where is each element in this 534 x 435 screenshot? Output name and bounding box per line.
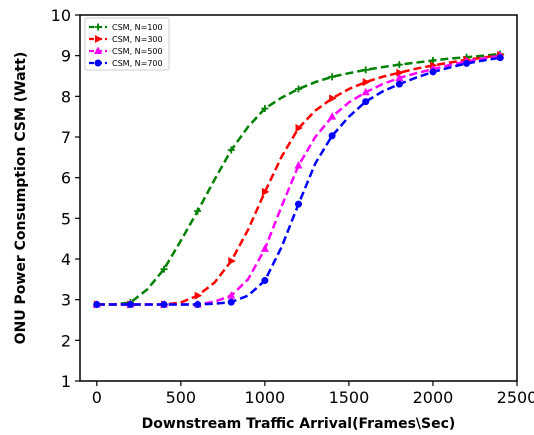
data-point xyxy=(429,68,437,76)
data-point xyxy=(194,207,202,215)
y-axis-label: ONU Power Consumption CSM (Watt) xyxy=(13,52,29,345)
x-tick-label: 500 xyxy=(166,388,197,407)
legend-label: CSM, N=500 xyxy=(112,47,163,56)
data-point xyxy=(361,87,370,96)
data-point xyxy=(260,244,269,252)
data-point xyxy=(362,78,371,87)
data-point xyxy=(396,68,404,77)
data-point xyxy=(329,94,337,103)
data-point xyxy=(328,112,337,120)
data-point xyxy=(395,80,403,88)
data-point xyxy=(126,301,134,309)
series-line xyxy=(96,54,501,306)
legend-label: CSM, N=300 xyxy=(112,35,163,44)
data-point xyxy=(261,187,270,196)
y-tick-label: 2 xyxy=(61,331,71,350)
data-point xyxy=(328,73,336,81)
data-point xyxy=(227,291,236,299)
legend-marker xyxy=(94,59,102,67)
data-point xyxy=(395,61,403,69)
data-point xyxy=(160,265,168,273)
y-tick-label: 5 xyxy=(61,209,71,228)
y-tick-label: 8 xyxy=(61,87,71,106)
data-point xyxy=(294,160,303,169)
legend-marker xyxy=(94,23,102,31)
data-point xyxy=(227,146,235,154)
data-point xyxy=(362,98,370,106)
legend: CSM, N=100 CSM, N=300 CSM, N=500 CSM, N=700 xyxy=(84,17,170,71)
data-point xyxy=(194,291,203,300)
data-point xyxy=(228,257,236,266)
y-tick-label: 9 xyxy=(61,47,71,66)
data-point xyxy=(362,66,370,74)
data-point xyxy=(261,277,269,285)
data-point xyxy=(295,85,302,93)
data-point xyxy=(295,124,303,133)
data-point xyxy=(429,57,437,65)
y-tick-label: 6 xyxy=(61,169,71,188)
legend-label: CSM, N=700 xyxy=(112,59,163,68)
series-line xyxy=(96,56,501,306)
x-tick-label: 2000 xyxy=(413,388,454,407)
y-tick-label: 7 xyxy=(61,128,71,147)
data-point xyxy=(194,301,202,309)
legend-label: CSM, N=100 xyxy=(112,23,163,32)
x-tick-label: 2500 xyxy=(497,388,534,407)
legend-marker xyxy=(95,35,103,43)
data-point xyxy=(463,59,471,67)
legend-marker xyxy=(94,46,102,54)
y-tick-label: 4 xyxy=(61,250,71,269)
plot-markers xyxy=(92,50,505,309)
y-axis: 1 2 3 4 5 6 7 8 9 10 xyxy=(51,6,80,391)
y-tick-label: 10 xyxy=(51,6,71,25)
x-axis: 0 500 1000 1500 2000 2500 xyxy=(92,381,534,407)
x-tick-label: 1500 xyxy=(329,388,370,407)
data-point xyxy=(93,301,101,309)
legend-box xyxy=(84,17,170,71)
plot-frame xyxy=(79,14,518,382)
y-tick-label: 1 xyxy=(61,372,71,391)
data-point xyxy=(395,73,404,82)
data-point xyxy=(328,132,336,140)
x-tick-label: 0 xyxy=(92,388,102,407)
data-point xyxy=(261,105,269,113)
data-point xyxy=(160,301,168,309)
data-point xyxy=(295,200,302,208)
x-tick-label: 1000 xyxy=(245,388,286,407)
data-point xyxy=(496,54,504,62)
y-tick-label: 3 xyxy=(61,291,71,310)
data-point xyxy=(227,298,235,306)
x-axis-label: Downstream Traffic Arrival(Frames\Sec) xyxy=(142,416,456,432)
